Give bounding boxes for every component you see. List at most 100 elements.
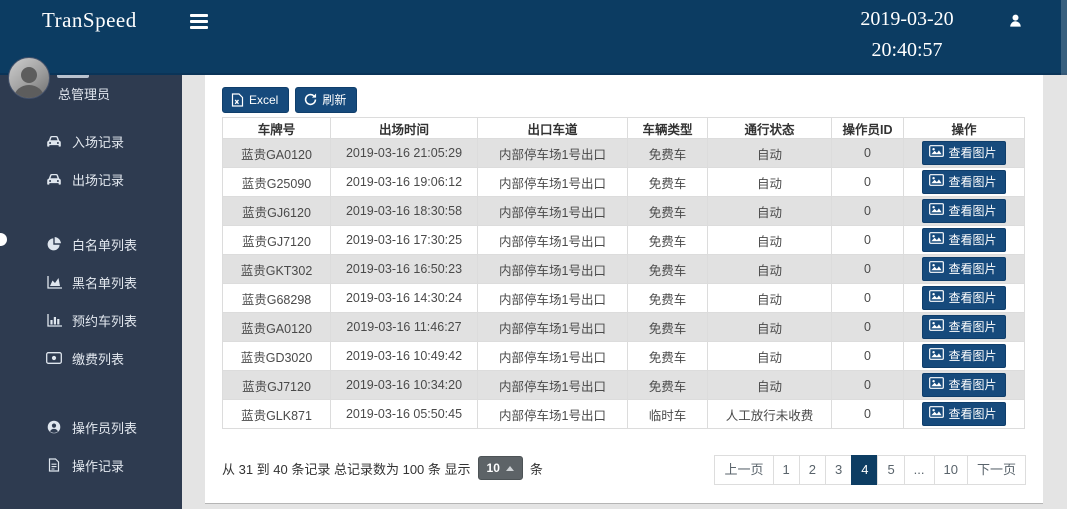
sidebar-item-label: 操作员列表 xyxy=(72,420,138,436)
column-header: 出口车道 xyxy=(477,117,628,139)
sidebar-item-whitelist[interactable]: 白名单列表 xyxy=(0,225,182,263)
table-row: 蓝贵G25090 2019-03-16 19:06:12 内部停车场1号出口 免… xyxy=(222,167,1025,197)
cell-action: 查看图片 xyxy=(903,312,1025,342)
money-icon xyxy=(45,352,63,364)
page-button-4[interactable]: 4 xyxy=(851,455,879,485)
cell-plate: 蓝贵GA0120 xyxy=(222,138,331,168)
cell-pass-status: 自动 xyxy=(707,312,832,342)
table-row: 蓝贵GA0120 2019-03-16 21:05:29 内部停车场1号出口 免… xyxy=(222,138,1025,168)
view-image-button[interactable]: 查看图片 xyxy=(922,402,1006,426)
view-image-button[interactable]: 查看图片 xyxy=(922,257,1006,281)
view-image-button[interactable]: 查看图片 xyxy=(922,315,1006,339)
cell-exit-lane: 内部停车场1号出口 xyxy=(477,399,628,429)
table-body: 蓝贵GA0120 2019-03-16 21:05:29 内部停车场1号出口 免… xyxy=(222,138,1025,429)
page-ellipsis-button[interactable]: ... xyxy=(903,455,935,485)
cell-operator-id: 0 xyxy=(831,196,904,226)
cell-plate: 蓝贵G68298 xyxy=(222,283,331,313)
cell-plate: 蓝贵GKT302 xyxy=(222,254,331,284)
page-button-10[interactable]: 10 xyxy=(933,455,968,485)
cell-action: 查看图片 xyxy=(903,254,1025,284)
page-button-5[interactable]: 5 xyxy=(877,455,905,485)
view-image-button[interactable]: 查看图片 xyxy=(922,286,1006,310)
image-icon xyxy=(929,348,945,363)
image-icon xyxy=(929,377,945,392)
cell-exit-time: 2019-03-16 17:30:25 xyxy=(330,225,478,255)
view-image-button[interactable]: 查看图片 xyxy=(922,199,1006,223)
cell-vehicle-type: 免费车 xyxy=(627,283,708,313)
image-icon xyxy=(929,232,945,247)
view-image-button[interactable]: 查看图片 xyxy=(922,228,1006,252)
refresh-button[interactable]: 刷新 xyxy=(295,87,358,113)
table-header-row: 车牌号 出场时间 出口车道 车辆类型 通行状态 操作员ID 操作 xyxy=(222,117,1025,139)
header-date: 2019-03-20 xyxy=(860,8,954,30)
header-datetime: 2019-03-20 20:40:57 xyxy=(850,8,964,62)
cell-vehicle-type: 临时车 xyxy=(627,399,708,429)
page-button-3[interactable]: 3 xyxy=(824,455,853,485)
sidebar-item-blacklist[interactable]: 黑名单列表 xyxy=(0,263,182,301)
cell-action: 查看图片 xyxy=(903,225,1025,255)
hamburger-menu-icon[interactable] xyxy=(190,14,208,32)
page-button-1[interactable]: 1 xyxy=(772,455,800,485)
cell-operator-id: 0 xyxy=(831,283,904,313)
cell-operator-id: 0 xyxy=(831,167,904,197)
header-edge-highlight xyxy=(1061,0,1067,75)
cell-exit-time: 2019-03-16 21:05:29 xyxy=(330,138,478,168)
excel-file-icon xyxy=(231,92,244,107)
page-button-2[interactable]: 2 xyxy=(798,455,826,485)
pagination-info: 从 31 到 40 条记录 总记录数为 100 条 显示 10 条 xyxy=(222,456,543,480)
cell-action: 查看图片 xyxy=(903,196,1025,226)
user-role-label: 总管理员 xyxy=(58,87,111,102)
cell-action: 查看图片 xyxy=(903,399,1025,429)
cell-plate: 蓝贵G25090 xyxy=(222,167,331,197)
cell-exit-time: 2019-03-16 14:30:24 xyxy=(330,283,478,313)
view-image-button[interactable]: 查看图片 xyxy=(922,170,1006,194)
sidebar-item-label: 预约车列表 xyxy=(72,313,138,329)
sidebar-item-reserved-vehicles[interactable]: 预约车列表 xyxy=(0,301,182,339)
cell-vehicle-type: 免费车 xyxy=(627,312,708,342)
next-page-button[interactable]: 下一页 xyxy=(966,455,1026,485)
view-image-button[interactable]: 查看图片 xyxy=(922,344,1006,368)
view-image-label: 查看图片 xyxy=(948,320,997,334)
operator-icon xyxy=(45,420,63,434)
cell-plate: 蓝贵GJ6120 xyxy=(222,196,331,226)
cell-pass-status: 自动 xyxy=(707,370,832,400)
cell-exit-lane: 内部停车场1号出口 xyxy=(477,283,628,313)
prev-page-button[interactable]: 上一页 xyxy=(714,455,774,485)
table-row: 蓝贵GA0120 2019-03-16 11:46:27 内部停车场1号出口 免… xyxy=(222,312,1025,342)
app-header: TranSpeed 2019-03-20 20:40:57 xyxy=(0,0,1067,75)
table-row: 蓝贵GJ7120 2019-03-16 17:30:25 内部停车场1号出口 免… xyxy=(222,225,1025,255)
page-size-value: 10 xyxy=(486,461,500,475)
view-image-label: 查看图片 xyxy=(948,407,997,421)
export-excel-button[interactable]: Excel xyxy=(222,87,290,113)
cell-operator-id: 0 xyxy=(831,370,904,400)
cell-plate: 蓝贵GA0120 xyxy=(222,312,331,342)
area-chart-icon xyxy=(45,275,63,289)
column-header: 车辆类型 xyxy=(627,117,708,139)
cell-pass-status: 自动 xyxy=(707,167,832,197)
sidebar-item-payments[interactable]: 缴费列表 xyxy=(0,339,182,377)
cell-exit-lane: 内部停车场1号出口 xyxy=(477,312,628,342)
cell-action: 查看图片 xyxy=(903,370,1025,400)
pagination-info-suffix: 条 xyxy=(529,461,543,477)
cell-exit-time: 2019-03-16 19:06:12 xyxy=(330,167,478,197)
table-row: 蓝贵GJ6120 2019-03-16 18:30:58 内部停车场1号出口 免… xyxy=(222,196,1025,226)
cell-operator-id: 0 xyxy=(831,138,904,168)
sidebar-item-entry-records[interactable]: 入场记录 xyxy=(0,122,182,160)
view-image-button[interactable]: 查看图片 xyxy=(922,141,1006,165)
sidebar-item-operators[interactable]: 操作员列表 xyxy=(0,408,182,446)
view-image-button[interactable]: 查看图片 xyxy=(922,373,1006,397)
avatar xyxy=(8,57,50,99)
sidebar-item-label: 缴费列表 xyxy=(72,351,125,367)
pagination: 上一页 1 2 3 4 5... 10 下一页 xyxy=(714,455,1026,485)
sidebar-item-operation-log[interactable]: 操作记录 xyxy=(0,446,182,484)
cell-pass-status: 自动 xyxy=(707,225,832,255)
user-icon[interactable] xyxy=(1008,13,1023,33)
cell-vehicle-type: 免费车 xyxy=(627,225,708,255)
cell-vehicle-type: 免费车 xyxy=(627,341,708,371)
cell-exit-lane: 内部停车场1号出口 xyxy=(477,167,628,197)
sidebar-item-exit-records[interactable]: 出场记录 xyxy=(0,160,182,198)
view-image-label: 查看图片 xyxy=(948,204,997,218)
table-row: 蓝贵GKT302 2019-03-16 16:50:23 内部停车场1号出口 免… xyxy=(222,254,1025,284)
app-logo: TranSpeed xyxy=(42,8,137,32)
page-size-dropdown[interactable]: 10 xyxy=(477,456,523,480)
